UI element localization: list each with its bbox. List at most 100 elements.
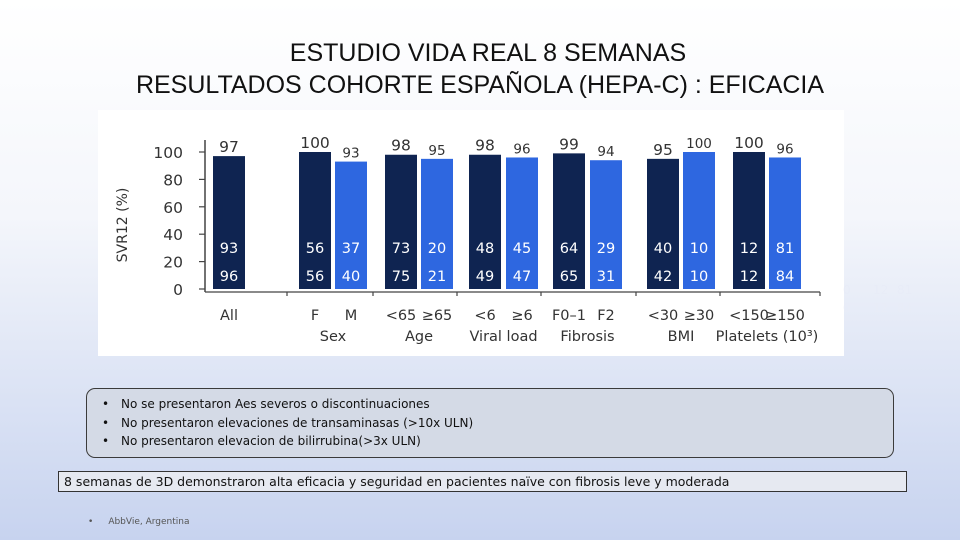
slide-title-line1: ESTUDIO VIDA REAL 8 SEMANAS <box>289 39 687 67</box>
bar-platelets-10--1 <box>769 157 801 289</box>
x-tick-label: F0–1 <box>552 308 586 324</box>
x-tick-label: <65 <box>386 308 417 324</box>
note-item: • No presentaron elevaciones de transamin… <box>102 414 893 433</box>
bar-total-label: 49 <box>476 269 494 285</box>
bar-total-label: 84 <box>776 269 794 285</box>
x-tick-label: <150 <box>729 308 769 324</box>
bar-viral-load-1 <box>506 157 538 289</box>
bar-age-1 <box>421 158 453 289</box>
note-text: No se presentaron Aes severos o disconti… <box>121 397 430 411</box>
bar-n-label: 73 <box>392 241 410 257</box>
y-tick-label: 60 <box>163 199 183 217</box>
group-label: Viral load <box>469 329 537 345</box>
group-label: Age <box>405 329 433 345</box>
bar-value-label: 97 <box>219 138 239 156</box>
bar-total-label: 12 <box>740 269 758 285</box>
bar-bmi-1 <box>683 152 715 289</box>
bar-value-label: 93 <box>342 146 359 162</box>
overflow-value: 0 <box>843 301 851 315</box>
note-item: • No se presentaron Aes severos o discont… <box>102 395 893 414</box>
notes-box: • No se presentaron Aes severos o discont… <box>86 388 894 458</box>
bullet-icon: • <box>88 517 94 527</box>
bullet-icon: • <box>102 397 110 411</box>
bar-total-label: 56 <box>306 269 324 285</box>
slide-title-line2: RESULTADOS COHORTE ESPAÑOLA (HEPA-C) : E… <box>135 71 825 99</box>
y-axis-title: SVR12 (%) <box>115 188 131 263</box>
bar-n-label: 64 <box>560 241 578 257</box>
x-tick-label: <6 <box>474 308 495 324</box>
bar-total-label: 65 <box>560 269 578 285</box>
bar-total-label: 42 <box>654 269 672 285</box>
bar-value-label: 94 <box>597 144 614 160</box>
bar-platelets-10--0 <box>733 152 765 289</box>
note-text: No presentaron elevacion de bilirrubina(… <box>121 434 421 448</box>
bar-value-label: 95 <box>653 141 673 159</box>
bullet-icon: • <box>102 415 110 430</box>
overflow-value: 81 <box>897 283 913 297</box>
y-tick-label: 20 <box>163 254 183 272</box>
bar-fibrosis-1 <box>590 160 622 289</box>
overflow-value: 12 <box>873 301 889 315</box>
bar-n-label: 45 <box>513 241 531 257</box>
bar-viral-load-0 <box>469 154 501 289</box>
bar-sex-0 <box>299 152 331 289</box>
x-tick-label: All <box>220 308 238 324</box>
bar-n-label: 37 <box>342 241 360 257</box>
bar-value-label: 99 <box>559 135 579 153</box>
bar-n-label: 93 <box>220 241 238 257</box>
bar-value-label: 98 <box>391 137 411 155</box>
bar-age-0 <box>385 154 417 289</box>
y-tick-label: 80 <box>163 171 183 189</box>
bullet-icon: • <box>102 434 110 448</box>
bar-fibrosis-0 <box>553 153 585 289</box>
bar-value-label: 100 <box>300 134 330 152</box>
bar-value-label: 100 <box>686 136 712 152</box>
group-label: Fibrosis <box>560 329 614 345</box>
bar-value-label: 100 <box>734 134 764 152</box>
bar-n-label: 20 <box>428 241 446 257</box>
x-tick-label: ≥6 <box>511 308 532 324</box>
x-tick-label: ≥150 <box>765 308 805 324</box>
x-tick-label: M <box>345 308 358 324</box>
x-tick-label: <30 <box>648 308 679 324</box>
note-item: • No presentaron elevacion de bilirrubina… <box>102 432 893 451</box>
chart-panel: SVR12 (%) 0 20 40 60 80 100 97 93 96 All 100 56 56 F 93… <box>98 110 844 356</box>
y-tick-label: 0 <box>173 281 183 299</box>
overflow-value: 12 <box>873 283 889 297</box>
bar-n-label: 81 <box>776 241 794 257</box>
note-text: No presentaron elevaciones de transamina… <box>121 415 474 430</box>
bar-total-label: 47 <box>513 269 531 285</box>
bar-value-label: 98 <box>475 137 495 155</box>
bar-total-label: 10 <box>690 269 708 285</box>
source-text: AbbVie, Argentina <box>108 517 190 527</box>
group-label: BMI <box>668 329 695 345</box>
bar-n-label: 12 <box>740 241 758 257</box>
bar-total-label: 31 <box>597 269 615 285</box>
bar-n-label: 10 <box>690 241 708 257</box>
bar-all-0 <box>213 156 245 289</box>
bar-n-label: 29 <box>597 241 615 257</box>
bar-value-label: 96 <box>513 141 530 157</box>
bar-value-label: 96 <box>776 141 793 157</box>
bar-total-label: 96 <box>220 269 238 285</box>
group-label: Sex <box>320 329 347 345</box>
y-tick-label: 100 <box>153 144 183 162</box>
source-footnote: • AbbVie, Argentina <box>88 517 190 527</box>
bar-n-label: 56 <box>306 241 324 257</box>
y-tick-label: 40 <box>163 226 183 244</box>
bar-n-label: 40 <box>654 241 672 257</box>
x-tick-label: F <box>311 308 319 324</box>
notes-list: • No se presentaron Aes severos o discont… <box>87 389 893 451</box>
overflow-value: 84 <box>897 301 913 315</box>
group-label: Platelets (10³) <box>716 329 819 345</box>
bar-total-label: 21 <box>428 269 446 285</box>
bar-bmi-0 <box>647 158 679 289</box>
bar-sex-1 <box>335 161 367 289</box>
bar-total-label: 75 <box>392 269 410 285</box>
x-tick-label: ≥30 <box>684 308 715 324</box>
x-tick-label: ≥65 <box>422 308 453 324</box>
svr12-bar-chart: SVR12 (%) 0 20 40 60 80 100 97 93 96 All 100 56 56 F 93… <box>115 134 821 345</box>
x-tick-label: F2 <box>597 308 615 324</box>
overflow-value: 0 <box>843 283 851 297</box>
bar-value-label: 95 <box>428 143 445 159</box>
